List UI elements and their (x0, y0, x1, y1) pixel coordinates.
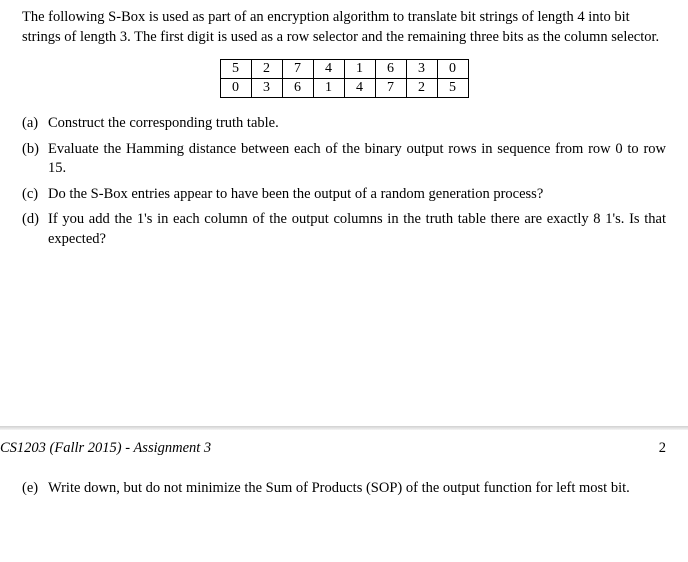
question-text: Write down, but do not minimize the Sum … (48, 479, 666, 499)
question-label: (c) (22, 185, 48, 205)
question-text: Evaluate the Hamming distance between ea… (48, 140, 666, 179)
page-lower: (e) Write down, but do not minimize the … (0, 457, 688, 499)
sbox-cell: 7 (282, 60, 313, 79)
sbox-cell: 6 (375, 60, 406, 79)
blank-gap (0, 256, 688, 426)
sbox-cell: 6 (282, 79, 313, 98)
question-label: (b) (22, 140, 48, 179)
question-label: (e) (22, 479, 48, 499)
sbox-cell: 2 (406, 79, 437, 98)
intro-paragraph: The following S-Box is used as part of a… (22, 8, 666, 47)
question-text: If you add the 1's in each column of the… (48, 210, 666, 249)
sbox-cell: 4 (344, 79, 375, 98)
question-c: (c) Do the S-Box entries appear to have … (22, 185, 666, 205)
question-list: (a) Construct the corresponding truth ta… (22, 114, 666, 249)
footer-course: CS1203 (Fallr 2015) - Assignment 3 (0, 440, 211, 457)
sbox-cell: 3 (406, 60, 437, 79)
question-text: Construct the corresponding truth table. (48, 114, 666, 134)
question-a: (a) Construct the corresponding truth ta… (22, 114, 666, 134)
sbox-row-0: 5 2 7 4 1 6 3 0 (220, 60, 468, 79)
sbox-cell: 1 (313, 79, 344, 98)
sbox-cell: 5 (437, 79, 468, 98)
sbox-cell: 4 (313, 60, 344, 79)
sbox-cell: 2 (251, 60, 282, 79)
sbox-cell: 0 (437, 60, 468, 79)
question-b: (b) Evaluate the Hamming distance betwee… (22, 140, 666, 179)
page-upper: The following S-Box is used as part of a… (0, 0, 688, 250)
question-label: (a) (22, 114, 48, 134)
question-text: Do the S-Box entries appear to have been… (48, 185, 666, 205)
sbox-cell: 5 (220, 60, 251, 79)
footer-page-number: 2 (659, 440, 666, 457)
footer: CS1203 (Fallr 2015) - Assignment 3 2 (0, 430, 688, 457)
sbox-cell: 0 (220, 79, 251, 98)
sbox-table: 5 2 7 4 1 6 3 0 0 3 6 1 4 7 2 5 (220, 59, 469, 98)
sbox-cell: 3 (251, 79, 282, 98)
question-d: (d) If you add the 1's in each column of… (22, 210, 666, 249)
sbox-cell: 1 (344, 60, 375, 79)
sbox-container: 5 2 7 4 1 6 3 0 0 3 6 1 4 7 2 5 (22, 59, 666, 98)
sbox-cell: 7 (375, 79, 406, 98)
question-e: (e) Write down, but do not minimize the … (22, 479, 666, 499)
sbox-row-1: 0 3 6 1 4 7 2 5 (220, 79, 468, 98)
question-label: (d) (22, 210, 48, 249)
question-list-2: (e) Write down, but do not minimize the … (22, 479, 666, 499)
